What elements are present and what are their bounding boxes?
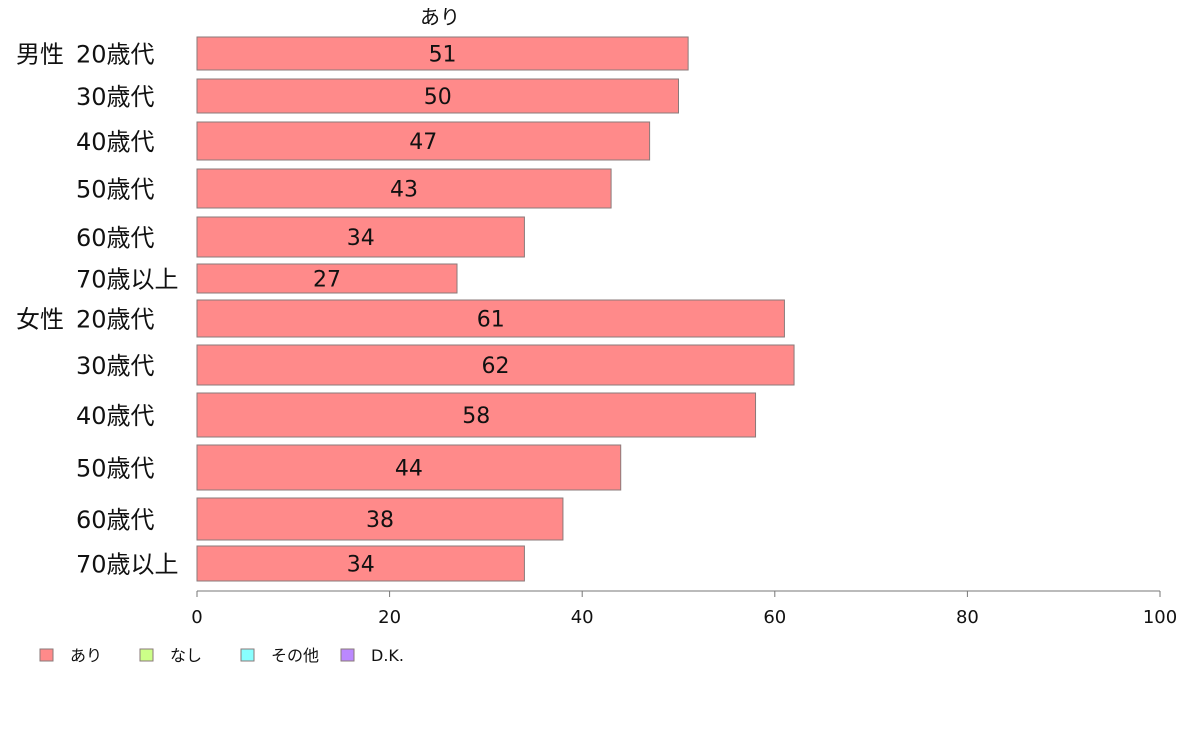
bar-value-label: 50 bbox=[424, 85, 452, 110]
category-label: 40歳代 bbox=[76, 128, 155, 156]
bar-value-label: 34 bbox=[347, 226, 375, 251]
bar-1-3 bbox=[196, 444, 622, 491]
x-tick-label: 60 bbox=[763, 607, 786, 628]
bar-0-3 bbox=[196, 168, 612, 209]
bar-0-1 bbox=[196, 78, 679, 114]
legend-swatch bbox=[240, 648, 255, 662]
group-label: 男性 bbox=[16, 41, 64, 69]
category-label: 30歳代 bbox=[76, 352, 155, 380]
x-tick-label: 100 bbox=[1143, 607, 1177, 628]
x-tick-label: 40 bbox=[571, 607, 594, 628]
category-label: 20歳代 bbox=[76, 41, 155, 69]
bar-0-2 bbox=[196, 121, 651, 161]
bar-value-label: 62 bbox=[482, 354, 510, 379]
legend-label: あり bbox=[70, 646, 102, 665]
legend-label: なし bbox=[170, 646, 202, 665]
bar-1-1 bbox=[196, 344, 795, 386]
bar-value-label: 61 bbox=[477, 308, 505, 333]
legend-label: D.K. bbox=[371, 646, 404, 665]
bar-0-5 bbox=[196, 263, 458, 294]
category-label: 50歳代 bbox=[76, 455, 155, 483]
bar-value-label: 38 bbox=[366, 508, 394, 533]
bar-value-label: 27 bbox=[313, 268, 341, 293]
bar-1-2 bbox=[196, 392, 757, 438]
category-label: 60歳代 bbox=[76, 506, 155, 534]
series-title: あり bbox=[420, 5, 460, 29]
legend-swatch bbox=[39, 648, 54, 662]
bar-value-label: 44 bbox=[395, 457, 423, 482]
x-tick-label: 80 bbox=[956, 607, 979, 628]
bar-value-label: 34 bbox=[347, 553, 375, 578]
category-label: 70歳以上 bbox=[76, 551, 179, 579]
bar-0-4 bbox=[196, 216, 525, 258]
x-axis: 0 20 40 60 80 100 bbox=[191, 590, 1177, 628]
category-label: 70歳以上 bbox=[76, 266, 179, 294]
x-tick-label: 0 bbox=[191, 607, 202, 628]
bar-1-4 bbox=[196, 497, 564, 541]
bar-rows: 5120歳代男性5030歳代4740歳代4350歳代3460歳代2770歳以上6… bbox=[16, 36, 795, 582]
x-tick-label: 20 bbox=[378, 607, 401, 628]
group-label: 女性 bbox=[16, 306, 64, 334]
bar-1-0 bbox=[196, 299, 785, 338]
bar-1-5 bbox=[196, 545, 525, 582]
category-label: 50歳代 bbox=[76, 176, 155, 204]
legend-swatch bbox=[139, 648, 154, 662]
bar-value-label: 43 bbox=[390, 178, 418, 203]
legend-label: その他 bbox=[271, 646, 319, 665]
bar-value-label: 58 bbox=[462, 404, 490, 429]
category-label: 60歳代 bbox=[76, 224, 155, 252]
category-label: 40歳代 bbox=[76, 402, 155, 430]
category-label: 20歳代 bbox=[76, 306, 155, 334]
bar-0-0 bbox=[196, 36, 689, 71]
bar-value-label: 51 bbox=[429, 43, 457, 68]
category-label: 30歳代 bbox=[76, 83, 155, 111]
bar-value-label: 47 bbox=[409, 130, 437, 155]
legend: あり なし その他 D.K. bbox=[39, 646, 404, 665]
legend-swatch bbox=[340, 648, 355, 662]
